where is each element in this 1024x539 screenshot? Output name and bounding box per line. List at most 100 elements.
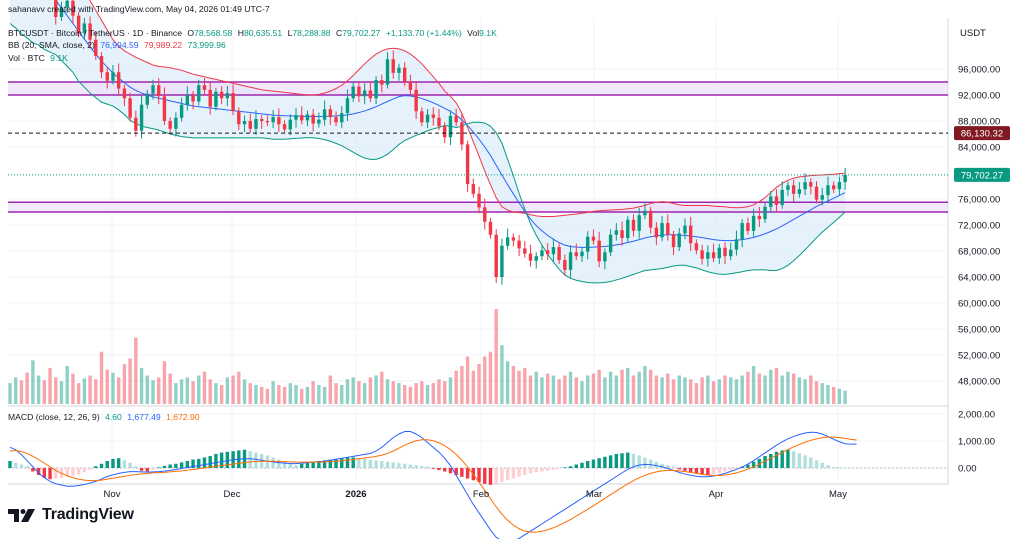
candle-body bbox=[162, 96, 167, 121]
macd-histogram-bar bbox=[500, 468, 504, 483]
macd-histogram-bar bbox=[677, 468, 681, 470]
macd-histogram-bar bbox=[443, 468, 447, 472]
volume-bar bbox=[380, 371, 384, 404]
volume-bar bbox=[671, 379, 676, 404]
macd-histogram-bar bbox=[380, 460, 384, 468]
macd-histogram-bar bbox=[385, 461, 390, 468]
volume-bar bbox=[59, 381, 64, 404]
macd-histogram-bar bbox=[351, 457, 355, 468]
volume-bar bbox=[111, 372, 115, 404]
macd-histogram-bar bbox=[408, 464, 413, 468]
volume-bar bbox=[477, 364, 481, 404]
candle-body bbox=[214, 91, 218, 107]
volume-bar bbox=[774, 367, 779, 404]
time-tick-label: May bbox=[829, 489, 847, 500]
symbol-name[interactable]: BTCUSDT · Bitcoin / TetherUS · 1D · Bina… bbox=[8, 28, 183, 38]
candle-body bbox=[494, 234, 498, 277]
candle-body bbox=[551, 247, 556, 255]
bb-upper-line bbox=[89, 0, 846, 218]
candle-body bbox=[643, 210, 647, 216]
volume-bar bbox=[408, 386, 413, 404]
macd-histogram-bar bbox=[517, 468, 521, 477]
tradingview-logo-icon bbox=[8, 509, 35, 522]
volume-bar bbox=[179, 379, 184, 404]
tradingview-logo[interactable]: TradingView bbox=[8, 506, 134, 524]
volume-bar bbox=[700, 377, 704, 404]
volume-bar bbox=[36, 375, 41, 404]
candle-body bbox=[534, 256, 538, 261]
macd-signal-line bbox=[9, 436, 857, 533]
candle-body bbox=[580, 251, 584, 257]
macd-histogram-bar bbox=[317, 460, 321, 468]
macd-histogram-bar bbox=[54, 468, 58, 479]
volume-bar bbox=[420, 381, 424, 404]
volume-bar bbox=[76, 383, 81, 404]
candle-body bbox=[797, 189, 802, 194]
candle-body bbox=[179, 104, 184, 118]
volume-bar bbox=[603, 377, 607, 404]
macd-histogram-bar bbox=[483, 468, 487, 484]
candle-body bbox=[626, 219, 630, 238]
volume-bar bbox=[214, 383, 218, 404]
macd-pane bbox=[8, 431, 948, 539]
candle-body bbox=[391, 59, 395, 73]
volume-bar bbox=[340, 385, 344, 404]
macd-histogram-bar bbox=[688, 468, 693, 473]
macd-hist-value: 4.60 bbox=[105, 412, 122, 422]
volume-bar bbox=[505, 361, 510, 404]
macd-histogram-bar bbox=[397, 463, 401, 468]
volume-bar bbox=[54, 377, 58, 404]
volume-bars bbox=[8, 309, 847, 404]
volume-bar bbox=[654, 375, 659, 404]
volume-bar bbox=[345, 379, 350, 404]
macd-tick-label: 2,000.00 bbox=[958, 410, 995, 421]
candlesticks[interactable] bbox=[8, 0, 847, 285]
macd-histogram-bar bbox=[803, 455, 807, 468]
volume-bar bbox=[523, 367, 527, 404]
macd-histogram-bar bbox=[334, 458, 338, 468]
candle-body bbox=[809, 182, 813, 187]
volume-bar bbox=[82, 378, 87, 404]
volume-bar bbox=[328, 375, 333, 404]
candle-body bbox=[54, 0, 58, 17]
price-axis-currency[interactable]: USDT bbox=[960, 28, 986, 39]
volume-bar bbox=[334, 383, 338, 404]
volume-bar bbox=[357, 381, 361, 404]
macd-histogram-bar bbox=[277, 459, 281, 468]
macd-histogram-bar bbox=[717, 468, 721, 473]
candle-body bbox=[385, 59, 390, 85]
volume-bar bbox=[25, 372, 29, 404]
volume-bar bbox=[757, 373, 762, 404]
macd-line-value: 1,677.49 bbox=[127, 412, 161, 422]
volume-bar bbox=[448, 377, 453, 404]
macd-histogram-bar bbox=[345, 457, 350, 468]
volume-bar bbox=[574, 377, 578, 404]
last-price-badge bbox=[954, 167, 1010, 182]
macd-histogram-bar bbox=[8, 460, 12, 468]
candle-body bbox=[483, 207, 487, 222]
macd-histogram-bar bbox=[551, 468, 556, 470]
volume-bar bbox=[820, 383, 824, 404]
macd-histogram-bar bbox=[660, 463, 664, 468]
axes: 96,000.00 92,000.00 88,000.00 84,000.00 76,0… bbox=[104, 65, 1001, 501]
volume-legend[interactable]: Vol · BTC 9.1K bbox=[8, 53, 68, 63]
macd-legend[interactable]: MACD (close, 12, 26, 9) 4.60 1,677.49 1,… bbox=[8, 412, 200, 422]
bb-legend[interactable]: BB (20, SMA, close, 2) 76,994.59 79,989.… bbox=[8, 40, 226, 50]
macd-histogram-bar bbox=[322, 460, 327, 468]
macd-histogram-bar bbox=[723, 468, 727, 472]
candle-body bbox=[362, 90, 367, 97]
zone-fill bbox=[8, 82, 948, 95]
volume-bar bbox=[134, 337, 138, 404]
macd-histogram-bar bbox=[122, 460, 127, 468]
candle-body bbox=[465, 144, 470, 185]
macd-histogram-bar bbox=[391, 462, 395, 468]
volume-bar bbox=[729, 377, 733, 404]
volume-bar bbox=[740, 375, 744, 404]
volume-bar bbox=[557, 379, 561, 404]
candle-body bbox=[254, 119, 258, 129]
candle-body bbox=[471, 184, 476, 194]
volume-bar bbox=[174, 383, 178, 404]
volume-bar bbox=[746, 371, 750, 404]
volume-bar bbox=[8, 383, 12, 404]
